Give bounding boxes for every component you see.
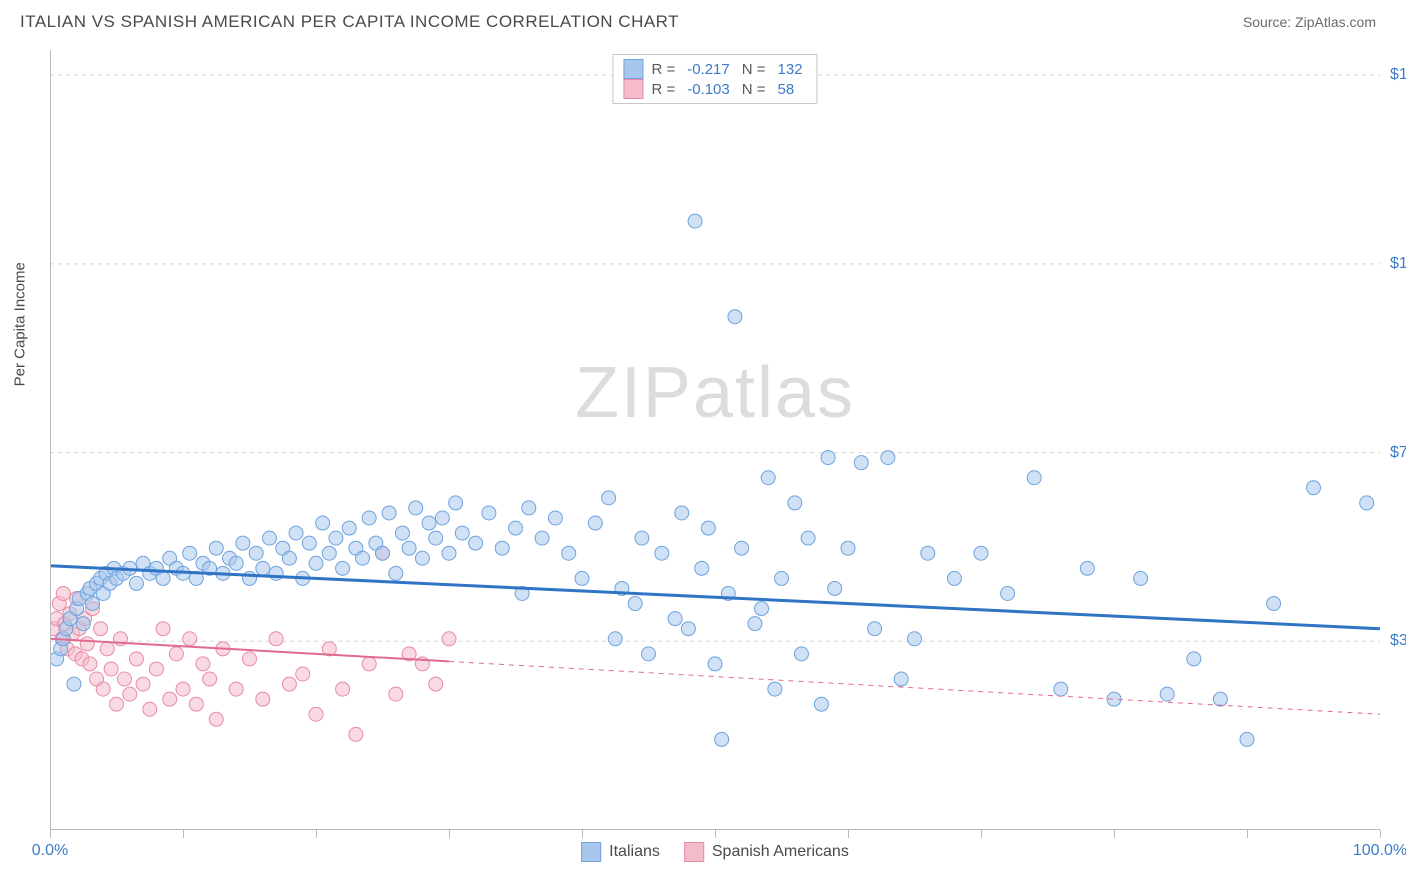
x-tick: [1247, 830, 1248, 838]
x-tick-label: 0.0%: [32, 842, 68, 860]
x-tick: [50, 830, 51, 838]
legend-label-spanish: Spanish Americans: [712, 843, 849, 861]
x-tick: [582, 830, 583, 838]
x-tick: [449, 830, 450, 838]
chart-header: ITALIAN VS SPANISH AMERICAN PER CAPITA I…: [0, 0, 1406, 40]
x-tick: [183, 830, 184, 838]
x-tick: [715, 830, 716, 838]
legend-item-spanish: Spanish Americans: [684, 842, 849, 862]
y-tick-label: $37,500: [1390, 632, 1406, 650]
scatter-plot: [50, 50, 1380, 830]
legend-swatch-italians-icon: [581, 842, 601, 862]
source-label: Source:: [1243, 14, 1291, 30]
y-axis-line: [50, 50, 51, 830]
y-axis-label: Per Capita Income: [12, 262, 29, 386]
x-tick: [848, 830, 849, 838]
legend-label-italians: Italians: [609, 843, 660, 861]
y-tick-label: $150,000: [1390, 66, 1406, 84]
y-tick-label: $75,000: [1390, 444, 1406, 462]
chart-title: ITALIAN VS SPANISH AMERICAN PER CAPITA I…: [20, 12, 679, 32]
x-tick: [1380, 830, 1381, 838]
source-attribution: Source: ZipAtlas.com: [1243, 14, 1376, 30]
legend-swatch-italians: [623, 59, 643, 79]
x-tick: [981, 830, 982, 838]
x-tick: [316, 830, 317, 838]
legend-swatch-spanish-icon: [684, 842, 704, 862]
x-tick-label: 100.0%: [1353, 842, 1406, 860]
legend-swatch-spanish: [623, 79, 643, 99]
legend-item-italians: Italians: [581, 842, 660, 862]
x-tick: [1114, 830, 1115, 838]
chart-container: Per Capita Income ZIPatlas $37,500$75,00…: [50, 50, 1380, 830]
legend-row-spanish: R = -0.103 N = 58: [623, 79, 806, 99]
y-tick-label: $112,500: [1390, 255, 1406, 273]
source-name: ZipAtlas.com: [1295, 14, 1376, 30]
series-legend: Italians Spanish Americans: [581, 842, 849, 862]
correlation-legend: R = -0.217 N = 132 R = -0.103 N = 58: [612, 54, 817, 104]
legend-row-italians: R = -0.217 N = 132: [623, 59, 806, 79]
